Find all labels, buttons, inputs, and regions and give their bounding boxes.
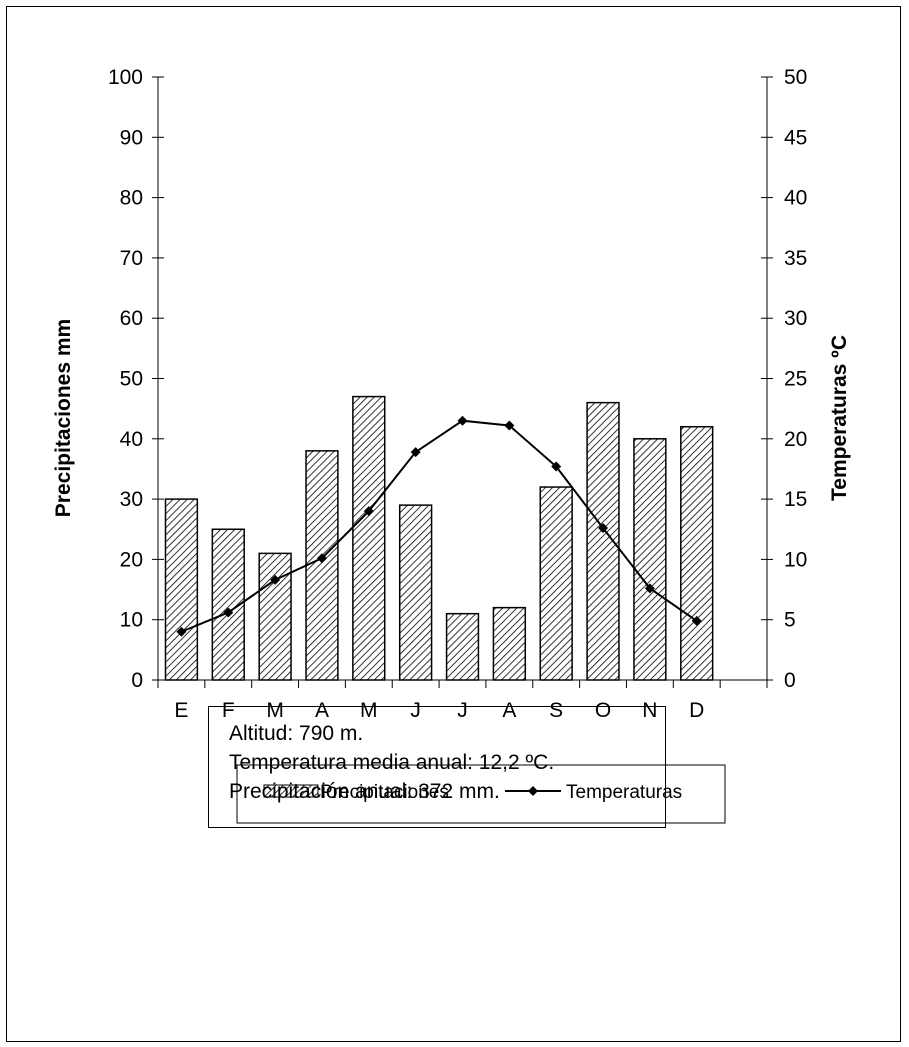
- y-tick-label: 0: [131, 669, 143, 692]
- y2-tick-label: 0: [784, 669, 796, 692]
- temperature-point: [457, 415, 468, 426]
- temperature-point: [410, 447, 421, 458]
- precipitation-bar: [633, 438, 667, 681]
- x-category-label: M: [266, 699, 284, 722]
- precipitation-bar: [258, 552, 292, 681]
- temperature-point: [551, 461, 562, 472]
- precipitation-bar: [305, 450, 339, 681]
- temperature-point: [270, 574, 281, 585]
- precipitation-bar: [445, 612, 480, 681]
- temperature-point: [691, 615, 702, 626]
- chart-frame: [6, 6, 901, 1042]
- precipitation-bar: [352, 395, 386, 681]
- x-category-label: M: [360, 699, 378, 722]
- temperature-point: [644, 583, 655, 594]
- x-category-label: F: [222, 699, 235, 722]
- y2-axis-title: Temperaturas ºC: [828, 335, 851, 501]
- y2-tick-label: 40: [784, 187, 807, 210]
- y-tick-label: 90: [120, 126, 143, 149]
- y2-tick-label: 10: [784, 548, 807, 571]
- info-temperatura-media: Temperatura media anual: 12,2 ºC.: [229, 751, 555, 774]
- temperature-line: [181, 419, 698, 633]
- x-category-label: N: [642, 699, 657, 722]
- y2-tick-label: 45: [784, 126, 807, 149]
- precipitation-bar: [492, 606, 527, 681]
- x-category-label: D: [689, 699, 704, 722]
- x-category-label: A: [315, 699, 329, 722]
- x-category-label: J: [410, 699, 421, 722]
- x-category-label: O: [595, 699, 611, 722]
- y2-tick-label: 20: [784, 428, 807, 451]
- y2-tick-label: 25: [784, 368, 807, 391]
- precipitation-bar: [164, 498, 199, 681]
- info-precipitacion-anual: Precipitación anual: 372 mm.: [229, 780, 500, 803]
- x-category-label: S: [549, 699, 563, 722]
- precipitation-bar: [680, 425, 714, 681]
- precipitation-bar: [398, 504, 433, 681]
- y2-tick-label: 35: [784, 247, 807, 270]
- y-axis-title: Precipitaciones mm: [52, 319, 75, 517]
- x-category-label: E: [174, 699, 188, 722]
- legend: Precipitaciones Temperaturas: [236, 764, 726, 824]
- info-altitud: Altitud: 790 m.: [229, 722, 364, 745]
- y2-tick-label: 30: [784, 307, 807, 330]
- legend-swatch-precipitaciones: [263, 784, 319, 798]
- temperature-point: [176, 626, 187, 637]
- x-category-label: J: [457, 699, 468, 722]
- y-tick-label: 40: [120, 428, 143, 451]
- y2-tick-label: 5: [784, 609, 796, 632]
- y-tick-label: 70: [120, 247, 143, 270]
- y2-tick-label: 50: [784, 66, 807, 89]
- y-tick-label: 80: [120, 187, 143, 210]
- legend-label-temperaturas: Temperaturas: [566, 782, 682, 803]
- precipitation-bar: [539, 486, 573, 681]
- y-tick-label: 50: [120, 368, 143, 391]
- y-tick-label: 60: [120, 307, 143, 330]
- temperature-point: [363, 506, 374, 517]
- y-tick-label: 20: [120, 548, 143, 571]
- y-tick-label: 100: [108, 66, 143, 89]
- y-tick-label: 30: [120, 488, 143, 511]
- legend-label-precipitaciones: Precipitaciones: [320, 782, 449, 803]
- plot-area: 0 10 20 30 40 50 60 70 80 90 100 0 5 10 15 20 25 30 35 40 45…: [108, 66, 807, 722]
- y2-tick-label: 15: [784, 488, 807, 511]
- temperature-point: [223, 607, 234, 618]
- temperature-point: [316, 553, 327, 564]
- y-tick-label: 10: [120, 609, 143, 632]
- temperature-point: [598, 523, 609, 534]
- climate-info-box: Altitud: 790 m. Temperatura media anual:…: [208, 706, 666, 828]
- temperature-point: [504, 420, 515, 431]
- legend-marker-temperaturas: [528, 786, 538, 796]
- x-category-label: A: [502, 699, 516, 722]
